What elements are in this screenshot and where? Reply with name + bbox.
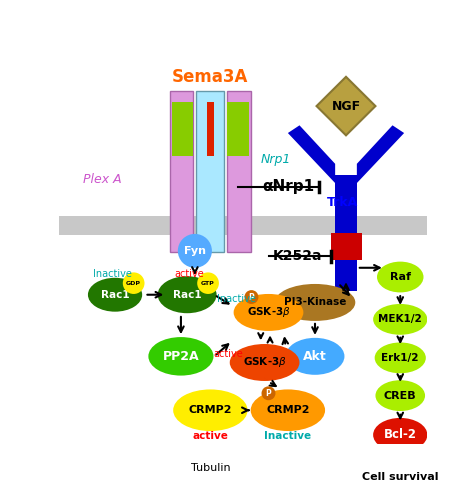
Text: Rac1: Rac1	[173, 290, 201, 300]
Text: Fyn: Fyn	[184, 246, 206, 256]
Bar	[172, 102, 193, 156]
Text: MEK1/2: MEK1/2	[378, 314, 422, 324]
Bar	[196, 91, 224, 252]
Text: Inactive: Inactive	[217, 293, 255, 303]
Text: Inactive: Inactive	[264, 431, 311, 441]
Text: P: P	[248, 292, 255, 301]
Ellipse shape	[234, 294, 303, 331]
Ellipse shape	[148, 337, 213, 376]
Text: Akt: Akt	[303, 350, 327, 363]
Ellipse shape	[375, 380, 425, 411]
Text: Plex A: Plex A	[82, 173, 121, 186]
Ellipse shape	[173, 389, 247, 431]
Circle shape	[262, 386, 275, 400]
Bar	[330, 233, 362, 260]
Text: Cell survival: Cell survival	[362, 472, 438, 482]
Ellipse shape	[374, 342, 426, 373]
Polygon shape	[317, 77, 375, 135]
Text: GDP: GDP	[126, 280, 141, 286]
Ellipse shape	[285, 338, 345, 375]
Text: GSK-3$\beta$: GSK-3$\beta$	[246, 305, 291, 319]
Text: TrkA: TrkA	[327, 196, 358, 209]
Circle shape	[245, 290, 258, 304]
Text: PP2A: PP2A	[163, 350, 199, 363]
Ellipse shape	[373, 418, 428, 452]
Text: Inactive: Inactive	[92, 269, 131, 279]
Circle shape	[197, 272, 219, 294]
Bar	[156, 493, 264, 499]
Text: Bcl-2: Bcl-2	[384, 428, 417, 442]
Text: αNrp1: αNrp1	[262, 180, 314, 195]
Ellipse shape	[158, 276, 217, 313]
Text: PI3-Kinase: PI3-Kinase	[284, 297, 346, 307]
Ellipse shape	[175, 456, 245, 481]
Ellipse shape	[275, 284, 356, 321]
Text: Nrp1: Nrp1	[261, 154, 292, 167]
Bar	[170, 91, 193, 252]
Text: active: active	[192, 431, 228, 441]
Bar	[228, 91, 251, 252]
Circle shape	[178, 234, 212, 268]
Text: GSK-3$\beta$: GSK-3$\beta$	[243, 355, 287, 369]
Text: Erk1/2: Erk1/2	[382, 353, 419, 363]
Ellipse shape	[230, 344, 300, 381]
Text: K252a: K252a	[273, 249, 322, 263]
Bar	[335, 175, 357, 226]
Text: active: active	[174, 269, 204, 279]
Ellipse shape	[251, 389, 325, 431]
Ellipse shape	[373, 304, 428, 335]
Polygon shape	[357, 125, 404, 183]
Text: P: P	[265, 389, 272, 398]
Text: NGF: NGF	[331, 100, 361, 113]
Text: CRMP2: CRMP2	[266, 405, 310, 415]
Bar	[350, 465, 451, 490]
Text: Raf: Raf	[390, 272, 411, 282]
Text: CREB: CREB	[384, 391, 417, 401]
Text: active: active	[213, 349, 243, 359]
Text: GTP: GTP	[201, 280, 215, 286]
Bar	[335, 226, 357, 291]
Bar	[228, 102, 249, 156]
Circle shape	[123, 272, 145, 294]
Text: Tubulin: Tubulin	[191, 463, 230, 473]
Ellipse shape	[377, 261, 423, 292]
Ellipse shape	[88, 278, 142, 312]
Bar	[207, 102, 214, 156]
Text: Sema3A: Sema3A	[172, 68, 248, 86]
Bar	[59, 216, 427, 235]
Polygon shape	[288, 125, 335, 183]
Text: Rac1: Rac1	[101, 290, 129, 300]
Text: CRMP2: CRMP2	[189, 405, 232, 415]
